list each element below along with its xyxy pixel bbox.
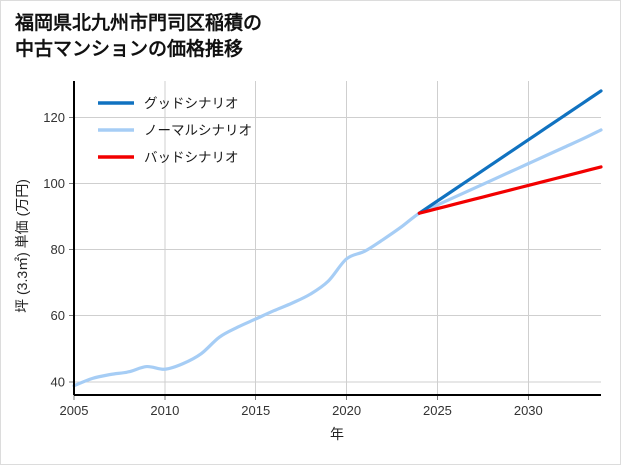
x-axis-title: 年 bbox=[330, 426, 344, 442]
series-line-normal bbox=[72, 128, 603, 388]
y-tick-label: 120 bbox=[43, 110, 65, 125]
series-group bbox=[72, 89, 603, 388]
axes-group bbox=[73, 81, 601, 396]
y-tick-label: 80 bbox=[51, 242, 65, 257]
x-tick-label: 2020 bbox=[332, 403, 361, 418]
y-tick-label: 40 bbox=[51, 374, 65, 389]
x-tick-label: 2005 bbox=[60, 403, 89, 418]
chart-title: 福岡県北九州市門司区稲積の 中古マンションの価格推移 bbox=[15, 13, 263, 61]
x-tick-label: 2030 bbox=[514, 403, 543, 418]
legend-label-good: グッドシナリオ bbox=[144, 96, 239, 111]
series-line-good bbox=[417, 89, 603, 215]
y-tick-label: 60 bbox=[51, 308, 65, 323]
tickmarks-group bbox=[69, 116, 529, 400]
series-line-bad bbox=[417, 165, 603, 215]
x-tick-label: 2015 bbox=[241, 403, 270, 418]
y-tick-label: 100 bbox=[43, 176, 65, 191]
legend-label-bad: バッドシナリオ bbox=[144, 150, 239, 165]
x-tick-label: 2010 bbox=[150, 403, 179, 418]
x-tick-label: 2025 bbox=[423, 403, 452, 418]
y-axis-title: 坪 (3.3㎡) 単価 (万円) bbox=[14, 179, 30, 313]
x-tick-labels-group: 2005 2010 2015 2020 2025 2030 bbox=[60, 403, 543, 418]
y-tick-labels-group: 40 60 80 100 120 bbox=[43, 110, 65, 389]
gridlines-group bbox=[74, 81, 601, 395]
legend-label-normal: ノーマルシナリオ bbox=[144, 123, 252, 138]
